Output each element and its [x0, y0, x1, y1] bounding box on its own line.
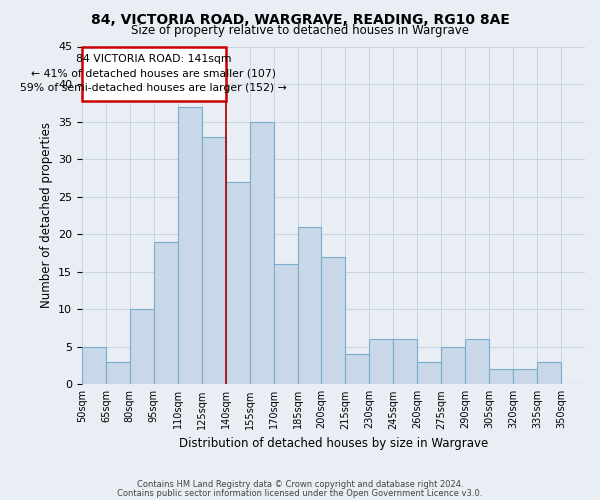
Bar — [82, 347, 106, 385]
Bar — [537, 362, 561, 384]
X-axis label: Distribution of detached houses by size in Wargrave: Distribution of detached houses by size … — [179, 437, 488, 450]
Bar — [178, 106, 202, 384]
Bar — [513, 370, 537, 384]
Bar — [226, 182, 250, 384]
Bar — [418, 362, 441, 384]
Y-axis label: Number of detached properties: Number of detached properties — [40, 122, 53, 308]
Bar — [274, 264, 298, 384]
Bar — [154, 242, 178, 384]
Text: 84, VICTORIA ROAD, WARGRAVE, READING, RG10 8AE: 84, VICTORIA ROAD, WARGRAVE, READING, RG… — [91, 12, 509, 26]
Bar — [394, 340, 418, 384]
Bar — [202, 136, 226, 384]
Bar — [130, 309, 154, 384]
Text: Size of property relative to detached houses in Wargrave: Size of property relative to detached ho… — [131, 24, 469, 37]
Bar — [441, 347, 465, 385]
Bar — [489, 370, 513, 384]
Text: 84 VICTORIA ROAD: 141sqm
← 41% of detached houses are smaller (107)
59% of semi-: 84 VICTORIA ROAD: 141sqm ← 41% of detach… — [20, 54, 287, 94]
Bar — [370, 340, 394, 384]
Text: Contains HM Land Registry data © Crown copyright and database right 2024.: Contains HM Land Registry data © Crown c… — [137, 480, 463, 489]
Text: Contains public sector information licensed under the Open Government Licence v3: Contains public sector information licen… — [118, 488, 482, 498]
Bar — [106, 362, 130, 384]
Bar — [322, 256, 346, 384]
FancyBboxPatch shape — [82, 46, 226, 100]
Bar — [346, 354, 370, 384]
Bar — [250, 122, 274, 384]
Bar — [298, 226, 322, 384]
Bar — [465, 340, 489, 384]
